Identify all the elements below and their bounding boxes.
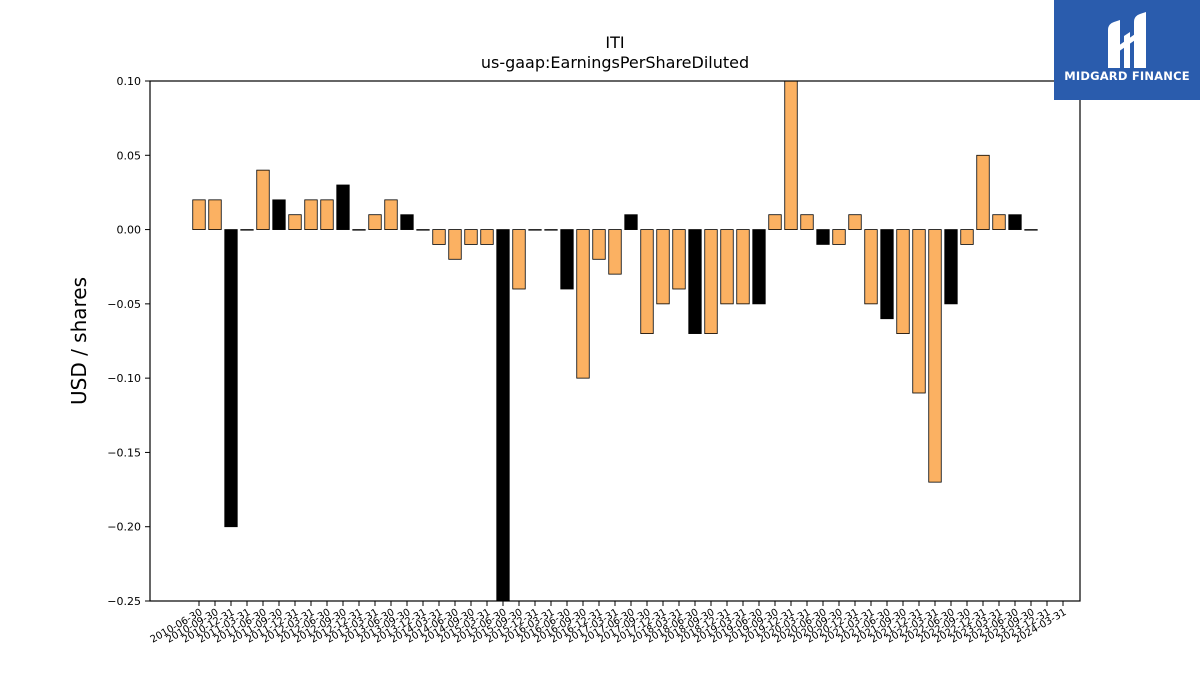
y-ticks-group: 0.10 0.05 0.00 −0.05 −0.10 −0.15 −0.20 −0.25 bbox=[107, 75, 150, 608]
bar-15 bbox=[432, 229, 446, 245]
bar-14 bbox=[416, 229, 430, 231]
midgard-logo-icon bbox=[1108, 12, 1146, 68]
bar-50 bbox=[992, 214, 1006, 230]
chart-title: ITI bbox=[605, 33, 624, 52]
x-ticks-group: 2010-06-302010-09-302010-12-312011-03-31… bbox=[149, 601, 1069, 646]
y-tick-label-4: −0.10 bbox=[107, 372, 141, 385]
bar-5 bbox=[272, 199, 286, 230]
bar-35 bbox=[752, 229, 766, 305]
bar-0 bbox=[192, 199, 206, 230]
bar-9 bbox=[336, 184, 350, 230]
bars-group bbox=[192, 80, 1038, 602]
bar-21 bbox=[528, 229, 542, 231]
bar-12 bbox=[384, 199, 398, 230]
bar-39 bbox=[816, 229, 830, 245]
bar-43 bbox=[880, 229, 894, 320]
bar-33 bbox=[720, 229, 734, 305]
bar-3 bbox=[240, 229, 254, 231]
bar-1 bbox=[208, 199, 222, 230]
bar-41 bbox=[848, 214, 862, 230]
midgard-finance-logo: MIDGARD FINANCE bbox=[1054, 0, 1200, 100]
bar-28 bbox=[640, 229, 654, 334]
bar-19 bbox=[496, 229, 510, 602]
y-tick-label-0: 0.10 bbox=[117, 75, 142, 88]
axes-frame bbox=[149, 80, 1081, 602]
bar-11 bbox=[368, 214, 382, 230]
y-tick-label-6: −0.20 bbox=[107, 521, 141, 534]
bar-20 bbox=[512, 229, 526, 290]
bar-7 bbox=[304, 199, 318, 230]
bar-17 bbox=[464, 229, 478, 245]
chart-subtitle: us-gaap:EarningsPerShareDiluted bbox=[481, 53, 749, 72]
bar-46 bbox=[928, 229, 942, 483]
bar-51 bbox=[1008, 214, 1022, 230]
bar-13 bbox=[400, 214, 414, 230]
bar-18 bbox=[480, 229, 494, 245]
bar-47 bbox=[944, 229, 958, 305]
bar-49 bbox=[976, 154, 990, 230]
bar-45 bbox=[912, 229, 926, 394]
bar-2 bbox=[224, 229, 238, 528]
bar-24 bbox=[576, 229, 590, 379]
bar-10 bbox=[352, 229, 366, 231]
logo-text: MIDGARD FINANCE bbox=[1064, 69, 1190, 83]
y-tick-label-1: 0.05 bbox=[117, 149, 142, 162]
bar-22 bbox=[544, 229, 558, 231]
bar-34 bbox=[736, 229, 750, 305]
y-tick-label-3: −0.05 bbox=[107, 298, 141, 311]
bar-30 bbox=[672, 229, 686, 290]
bar-52 bbox=[1024, 229, 1038, 231]
bar-42 bbox=[864, 229, 878, 305]
bar-8 bbox=[320, 199, 334, 230]
bar-48 bbox=[960, 229, 974, 245]
bar-23 bbox=[560, 229, 574, 290]
bar-37 bbox=[784, 80, 798, 230]
bar-40 bbox=[832, 229, 846, 245]
y-axis-label: USD / shares bbox=[67, 277, 91, 405]
y-tick-label-2: 0.00 bbox=[117, 224, 142, 237]
bar-16 bbox=[448, 229, 462, 260]
bar-38 bbox=[800, 214, 814, 230]
bar-36 bbox=[768, 214, 782, 230]
bar-26 bbox=[608, 229, 622, 275]
bar-31 bbox=[688, 229, 702, 334]
y-tick-label-5: −0.15 bbox=[107, 446, 141, 459]
y-tick-label-7: −0.25 bbox=[107, 595, 141, 608]
bar-32 bbox=[704, 229, 718, 334]
bar-29 bbox=[656, 229, 670, 305]
bar-25 bbox=[592, 229, 606, 260]
bar-4 bbox=[256, 169, 270, 230]
bar-6 bbox=[288, 214, 302, 230]
bar-27 bbox=[624, 214, 638, 230]
bar-44 bbox=[896, 229, 910, 334]
